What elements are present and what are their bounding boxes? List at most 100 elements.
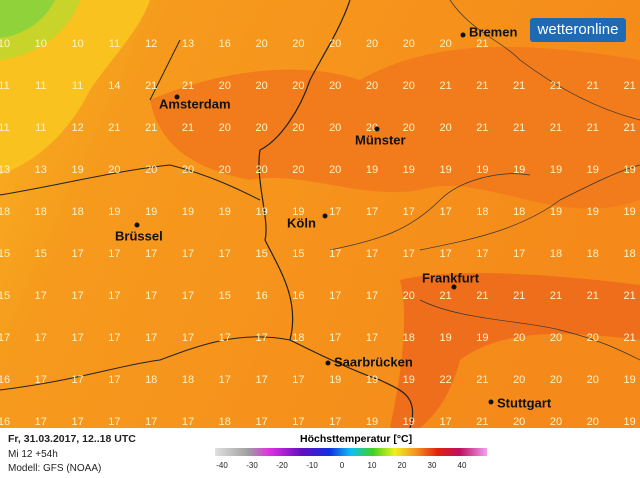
- temperature-value: 17: [403, 206, 415, 218]
- temperature-value: 21: [623, 332, 635, 344]
- temperature-value: 19: [403, 416, 415, 428]
- temperature-value: 17: [219, 374, 231, 386]
- temperature-value: 20: [255, 80, 267, 92]
- temperature-value: 17: [366, 290, 378, 302]
- warm-area: [150, 46, 640, 209]
- state-border: [419, 299, 640, 361]
- legend-tick-label: -10: [306, 461, 318, 470]
- temperature-value: 17: [182, 248, 194, 260]
- temperature-value: 17: [329, 332, 341, 344]
- temperature-value: 20: [145, 164, 157, 176]
- temperature-value: 21: [550, 122, 562, 134]
- temperature-value: 10: [71, 38, 83, 50]
- temperature-value: 19: [219, 206, 231, 218]
- temperature-value: 18: [219, 416, 231, 428]
- temperature-value: 21: [439, 290, 451, 302]
- temperature-value: 21: [182, 80, 194, 92]
- temperature-value: 21: [550, 80, 562, 92]
- temperature-value: 21: [476, 374, 488, 386]
- temperature-value: 17: [145, 290, 157, 302]
- temperature-value: 19: [329, 374, 341, 386]
- city-dot: [488, 399, 494, 405]
- temperature-value: 20: [292, 122, 304, 134]
- temperature-value: 19: [145, 206, 157, 218]
- temperature-value: 10: [35, 38, 47, 50]
- temperature-value: 19: [292, 206, 304, 218]
- temperature-value: 15: [219, 290, 231, 302]
- temperature-value: 20: [108, 164, 120, 176]
- temperature-value: 19: [71, 164, 83, 176]
- temperature-value: 19: [623, 164, 635, 176]
- temperature-value: 20: [366, 122, 378, 134]
- temperature-value: 17: [145, 332, 157, 344]
- state-border: [329, 173, 531, 251]
- brand-logo[interactable]: wetteronline: [530, 18, 626, 42]
- temperature-value: 15: [292, 248, 304, 260]
- temperature-value: 20: [550, 416, 562, 428]
- temperature-value: 20: [366, 80, 378, 92]
- temperature-value: 17: [35, 332, 47, 344]
- city-label: Bremen: [469, 24, 517, 39]
- temperature-value: 21: [145, 80, 157, 92]
- temperature-value: 21: [513, 290, 525, 302]
- temperature-value: 20: [182, 164, 194, 176]
- temperature-value: 17: [255, 332, 267, 344]
- temperature-value: 21: [476, 80, 488, 92]
- temperature-value: 19: [366, 164, 378, 176]
- temperature-value: 16: [255, 290, 267, 302]
- temperature-value: 10: [0, 38, 10, 50]
- temperature-value: 17: [292, 374, 304, 386]
- city-dot: [374, 126, 380, 132]
- temperature-value: 17: [403, 248, 415, 260]
- temperature-value: 21: [145, 122, 157, 134]
- city-dot: [322, 213, 328, 219]
- temperature-value: 19: [476, 332, 488, 344]
- temperature-value: 21: [476, 416, 488, 428]
- temperature-value: 19: [550, 164, 562, 176]
- temperature-value: 17: [329, 416, 341, 428]
- temperature-value: 17: [182, 416, 194, 428]
- temperature-value: 17: [476, 248, 488, 260]
- temperature-value: 19: [476, 164, 488, 176]
- temperature-value: 17: [255, 374, 267, 386]
- temperature-value: 18: [550, 248, 562, 260]
- temperature-value: 21: [623, 80, 635, 92]
- temperature-value: 17: [35, 374, 47, 386]
- temperature-value: 16: [219, 38, 231, 50]
- temperature-value: 20: [513, 416, 525, 428]
- temperature-value: 19: [623, 206, 635, 218]
- temperature-value: 21: [108, 122, 120, 134]
- temperature-value: 18: [513, 206, 525, 218]
- temperature-value: 21: [476, 122, 488, 134]
- temperature-value: 21: [476, 38, 488, 50]
- temperature-value: 17: [35, 416, 47, 428]
- temperature-value: 17: [366, 248, 378, 260]
- temperature-value: 18: [182, 374, 194, 386]
- legend-tick-label: 10: [368, 461, 377, 470]
- temperature-value: 19: [587, 164, 599, 176]
- temperature-value: 17: [329, 206, 341, 218]
- temperature-value: 17: [439, 206, 451, 218]
- city-dot: [174, 94, 180, 100]
- legend-tick-label: 20: [398, 461, 407, 470]
- temperature-value: 17: [145, 248, 157, 260]
- legend-tick-label: -40: [216, 461, 228, 470]
- coastline: [149, 39, 181, 101]
- city-dot: [325, 360, 331, 366]
- temperature-value: 21: [623, 122, 635, 134]
- city-label: Brüssel: [115, 228, 163, 243]
- temperature-value: 17: [108, 290, 120, 302]
- temperature-value: 22: [439, 374, 451, 386]
- temperature-value: 12: [145, 38, 157, 50]
- temperature-value: 19: [439, 164, 451, 176]
- temperature-value: 17: [513, 248, 525, 260]
- temperature-value: 18: [35, 206, 47, 218]
- temperature-value: 21: [550, 290, 562, 302]
- temperature-value: 19: [587, 206, 599, 218]
- city-label: Amsterdam: [159, 96, 231, 111]
- city-label: Köln: [287, 215, 316, 230]
- temperature-value: 20: [219, 122, 231, 134]
- temperature-value: 19: [550, 206, 562, 218]
- forecast-date: Fr, 31.03.2017, 12..18 UTC: [8, 433, 136, 445]
